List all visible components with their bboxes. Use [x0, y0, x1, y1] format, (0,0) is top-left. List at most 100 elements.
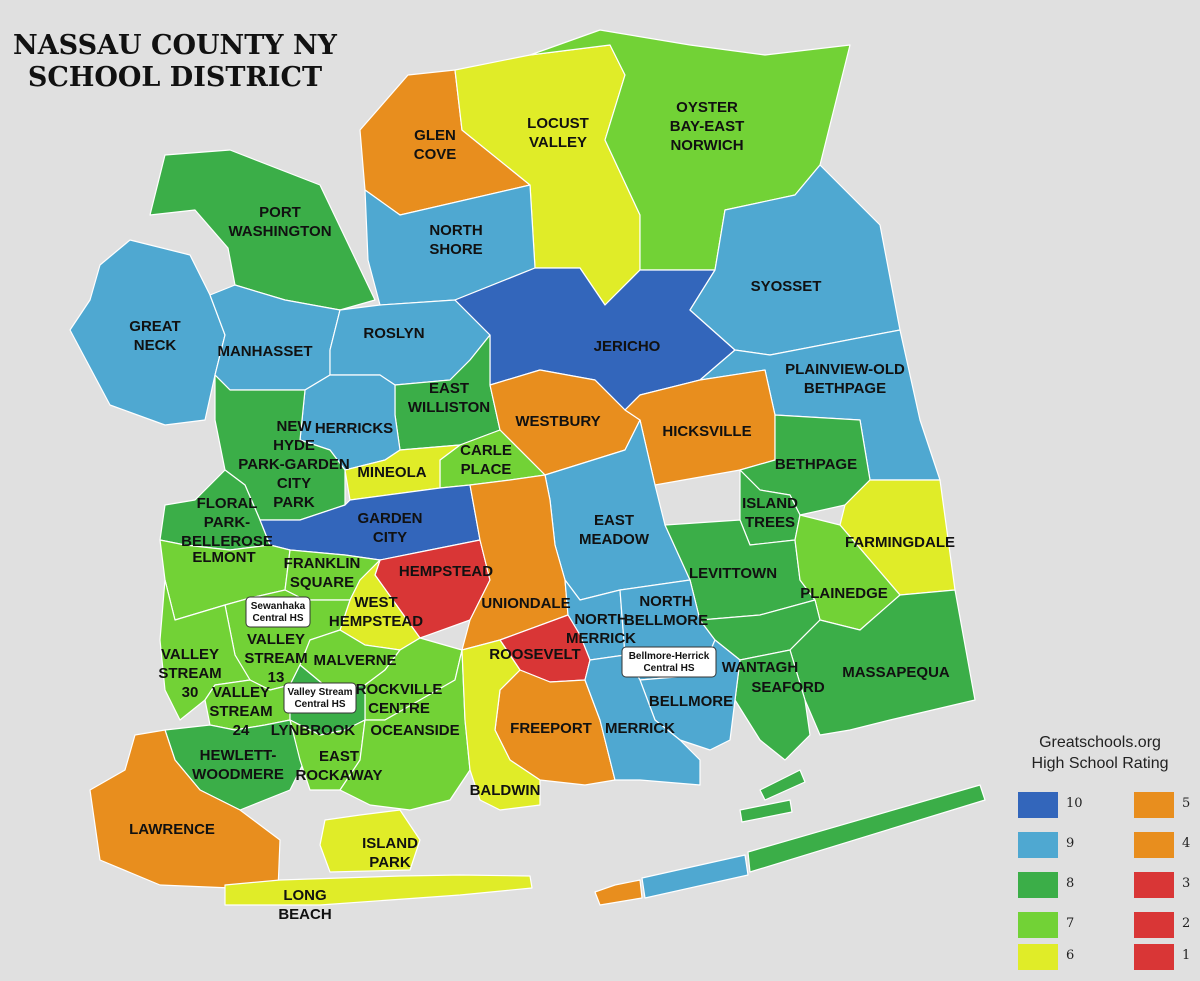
label-north-shore: NORTH SHORE [429, 222, 482, 258]
marker-sewanhaka-label: Sewanhaka Central HS [251, 601, 306, 624]
label-uniondale: UNIONDALE [481, 595, 570, 612]
marker-valley-stream-central[interactable]: Valley Stream Central HS [283, 682, 357, 714]
legend-item-9: 9 [1018, 832, 1078, 858]
label-mineola: MINEOLA [357, 464, 426, 481]
label-valley-stream-13: VALLEY STREAM 13 [244, 631, 307, 686]
district-seaford[interactable] [734, 649, 811, 761]
barrier-island-merrick [641, 854, 749, 899]
label-bellmore: BELLMORE [649, 693, 733, 710]
legend-swatch-6 [1018, 944, 1058, 970]
legend-swatch-3 [1134, 872, 1174, 898]
legend-item-8: 8 [1018, 872, 1078, 898]
legend-swatch-8 [1018, 872, 1058, 898]
label-malverne: MALVERNE [313, 652, 396, 669]
marker-sewanhaka[interactable]: Sewanhaka Central HS [245, 596, 311, 628]
label-hicksville: HICKSVILLE [662, 423, 751, 440]
label-manhasset: MANHASSET [217, 343, 312, 360]
label-westbury: WESTBURY [515, 413, 600, 430]
label-lynbrook: LYNBROOK [271, 722, 356, 739]
map-title: NASSAU COUNTY NY SCHOOL DISTRICT [10, 30, 340, 94]
marker-valley-stream-central-label: Valley Stream Central HS [287, 687, 352, 710]
label-valley-stream-30: VALLEY STREAM 30 [158, 646, 221, 701]
legend-title-line-1: Greatschools.org [1039, 734, 1161, 751]
barrier-island-wantagh [747, 784, 986, 873]
label-port-washington: PORT WASHINGTON [228, 204, 331, 240]
label-bethpage: BETHPAGE [775, 456, 857, 473]
label-oceanside: OCEANSIDE [370, 722, 459, 739]
label-plainedge: PLAINEDGE [800, 585, 888, 602]
label-garden-city: GARDEN CITY [357, 510, 422, 546]
legend-swatch-10 [1018, 792, 1058, 818]
legend-value-3: 3 [1182, 876, 1191, 891]
label-farmingdale: FARMINGDALE [845, 534, 955, 551]
label-roosevelt: ROOSEVELT [489, 646, 580, 663]
district-merrick[interactable] [584, 654, 701, 786]
label-baldwin: BALDWIN [470, 782, 541, 799]
legend-item-1: 1 [1134, 944, 1194, 970]
label-lawrence: LAWRENCE [129, 821, 215, 838]
district-island-park[interactable] [319, 809, 421, 873]
label-north-bellmore: NORTH BELLMORE [624, 593, 708, 629]
label-island-trees: ISLAND TREES [742, 495, 798, 531]
legend-item-7: 7 [1018, 912, 1078, 938]
legend-value-7: 7 [1066, 916, 1075, 931]
label-oyster-bay-east-norwich: OYSTER BAY-EAST NORWICH [670, 99, 744, 154]
central-high-school-markers: Sewanhaka Central HS Valley Stream Central… [245, 596, 717, 714]
label-freeport: FREEPORT [510, 720, 592, 737]
district-long-beach[interactable] [224, 874, 533, 906]
label-jericho: JERICHO [594, 338, 661, 355]
district-lawrence[interactable] [89, 729, 281, 891]
district-great-neck[interactable] [69, 239, 226, 426]
legend-swatch-7 [1018, 912, 1058, 938]
district-regions [69, 29, 986, 906]
label-north-merrick: NORTH MERRICK [566, 611, 636, 647]
label-great-neck: GREAT NECK [129, 318, 180, 354]
label-seaford: SEAFORD [751, 679, 825, 696]
map-title-line-1: NASSAU COUNTY NY [13, 30, 337, 61]
legend-value-10: 10 [1066, 796, 1083, 811]
legend-value-6: 6 [1066, 948, 1075, 963]
legend-swatch-9 [1018, 832, 1058, 858]
legend-item-4: 4 [1134, 832, 1194, 858]
legend-swatch-4 [1134, 832, 1174, 858]
marker-bellmore-herrick-box [621, 646, 717, 678]
barrier-island-seaford [759, 769, 806, 801]
label-herricks: HERRICKS [315, 420, 393, 437]
label-east-meadow: EAST MEADOW [579, 512, 650, 548]
legend-value-5: 5 [1182, 796, 1191, 811]
label-hempstead: HEMPSTEAD [399, 563, 493, 580]
label-syosset: SYOSSET [751, 278, 822, 295]
legend-item-5: 5 [1134, 792, 1194, 818]
legend-item-6: 6 [1018, 944, 1078, 970]
legend-title: Greatschools.org High School Rating [1000, 732, 1200, 774]
barrier-island-wantagh-2 [739, 799, 793, 823]
district-baldwin[interactable] [461, 639, 541, 811]
legend-value-9: 9 [1066, 836, 1075, 851]
marker-sewanhaka-box [245, 596, 311, 628]
legend-item-2: 2 [1134, 912, 1194, 938]
label-merrick: MERRICK [605, 720, 675, 737]
legend-swatch-1 [1134, 944, 1174, 970]
legend-value-4: 4 [1182, 836, 1191, 851]
label-wantagh: WANTAGH [722, 659, 798, 676]
label-floral-park-bellerose: FLORAL PARK-BELLEROSE [181, 495, 273, 550]
marker-bellmore-herrick[interactable]: Bellmore-Herrick Central HS [621, 646, 717, 678]
legend-item-10: 10 [1018, 792, 1083, 818]
legend-swatch-5 [1134, 792, 1174, 818]
legend-swatch-2 [1134, 912, 1174, 938]
label-locust-valley: LOCUST VALLEY [527, 115, 589, 151]
label-east-rockaway: EAST ROCKAWAY [296, 748, 383, 784]
label-elmont: ELMONT [192, 549, 255, 566]
legend-title-line-2: High School Rating [1031, 755, 1169, 772]
marker-bellmore-herrick-label: Bellmore-Herrick Central HS [629, 651, 710, 674]
label-hewlett-woodmere: HEWLETT-WOODMERE [192, 747, 284, 783]
district-labels: GLEN COVE LOCUST VALLEY OYSTER BAY-EAST NORW… [129, 99, 955, 923]
map-title-line-2: SCHOOL DISTRICT [27, 62, 323, 93]
marker-valley-stream-central-box [283, 682, 357, 714]
barrier-island-freeport [594, 879, 643, 906]
label-roslyn: ROSLYN [363, 325, 424, 342]
legend-item-3: 3 [1134, 872, 1194, 898]
label-levittown: LEVITTOWN [689, 565, 777, 582]
